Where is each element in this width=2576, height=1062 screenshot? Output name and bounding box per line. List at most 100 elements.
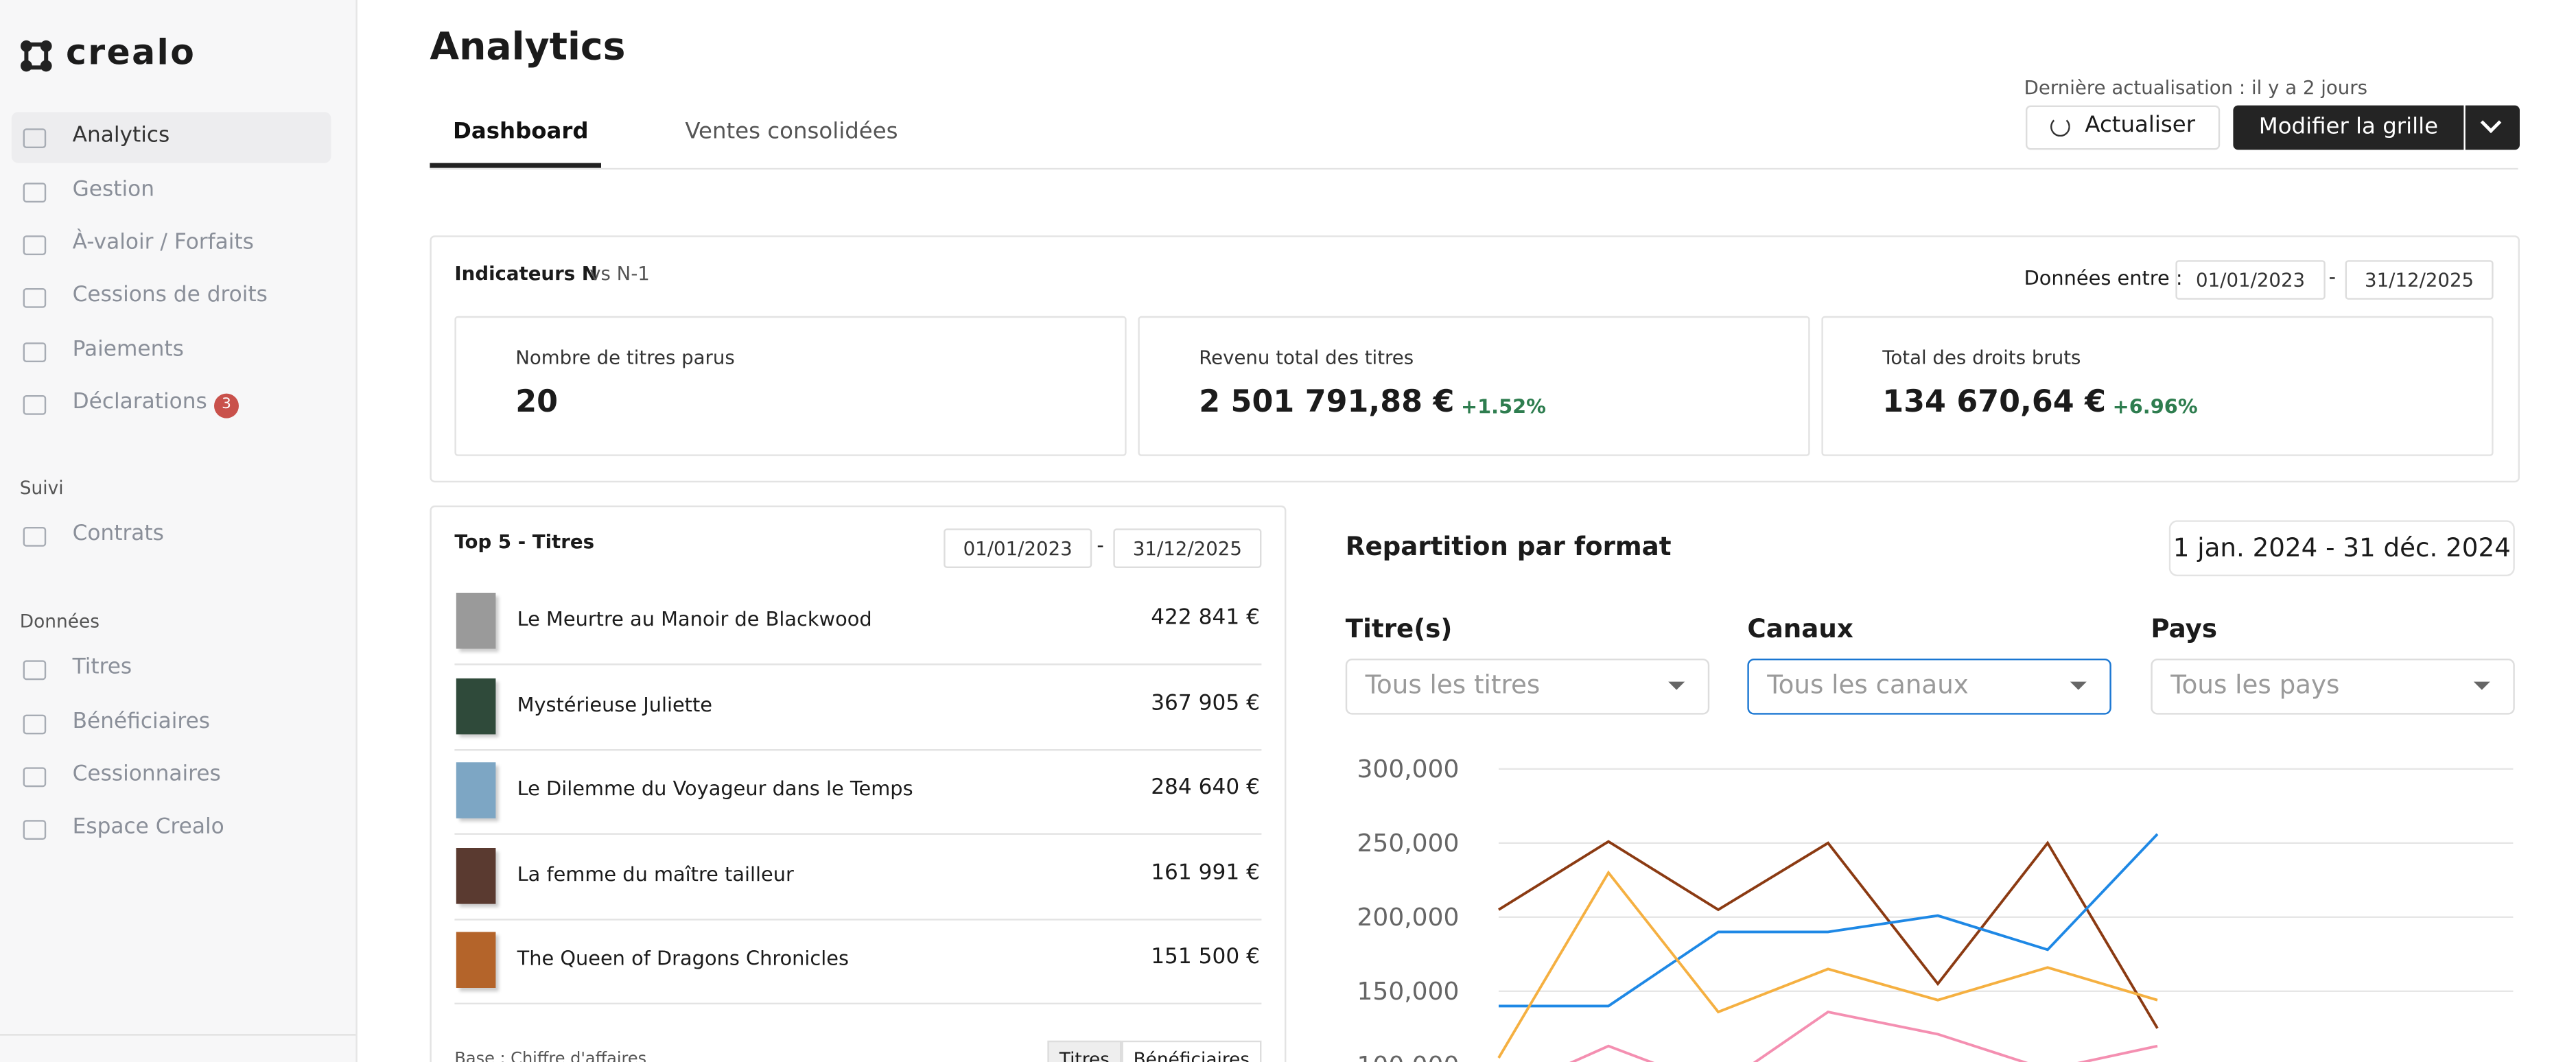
date-input[interactable]: 01/01/2023 [944, 528, 1092, 569]
kpi-label: Total des droits bruts [1882, 346, 2081, 369]
edit-btn[interactable]: Modifier la grille [2233, 105, 2464, 150]
title-amount: 367 905 € [1151, 690, 1261, 716]
refresh-btn[interactable] [2026, 105, 2221, 150]
filter-placeholder: Tous les canaux [1767, 670, 1969, 700]
page-title: Analytics [430, 26, 626, 69]
row-divider [454, 918, 1262, 920]
filter-select[interactable] [1345, 659, 1710, 715]
filter-placeholder: Tous les titres [1365, 670, 1541, 700]
filter-placeholder: Tous les pays [2170, 670, 2340, 700]
range-label: Données entre : [2024, 266, 2183, 290]
last-update: Dernière actualisation : il y a 2 jours [2024, 75, 2368, 99]
title-name[interactable]: Le Meurtre au Manoir de Blackwood [517, 607, 872, 631]
title-name[interactable]: Mystérieuse Juliette [517, 692, 712, 716]
nav-icon [23, 235, 47, 255]
row-divider [454, 748, 1262, 751]
y-tick-label: 100,000 [1357, 1052, 1460, 1062]
filter-label: Canaux [1747, 614, 1853, 644]
top5-footer: Base : Chiffre d'affaires [454, 1050, 647, 1062]
edit-dropdown[interactable] [2465, 105, 2520, 150]
period-picker[interactable]: 1 jan. 2024 - 31 déc. 2024 [2168, 520, 2515, 577]
toggle-btn[interactable]: Titres [1047, 1040, 1122, 1062]
filter-label: Titre(s) [1345, 614, 1453, 644]
y-tick-label: 150,000 [1357, 978, 1460, 1006]
kpi-card [1138, 316, 1810, 456]
nav-icon [23, 660, 47, 681]
refresh-label: Actualiser [2085, 112, 2196, 139]
title-name[interactable]: La femme du maître tailleur [517, 862, 794, 885]
nav-icon [23, 288, 47, 308]
title-amount: 422 841 € [1151, 606, 1261, 631]
kpi-change: +6.96% [2112, 395, 2198, 418]
kpi-value: 20 [515, 385, 559, 420]
nav-item[interactable]: Espace Crealo [72, 815, 224, 840]
title-amount: 151 500 € [1151, 945, 1261, 970]
nav-item[interactable]: À-valoir / Forfaits [72, 231, 254, 255]
title-amount: 284 640 € [1151, 775, 1261, 801]
sidebar [0, 0, 358, 1062]
nav-icon [23, 767, 47, 788]
date-input[interactable]: 31/12/2025 [2345, 260, 2494, 300]
caret [2473, 681, 2490, 690]
kpi-change: +1.52% [1460, 395, 1547, 418]
title-amount: 161 991 € [1151, 860, 1261, 885]
nav-item[interactable]: Cessionnaires [72, 762, 221, 788]
logo-icon [21, 40, 52, 72]
thumbnail [456, 762, 496, 818]
active-nav-bg [11, 112, 331, 163]
refresh-icon [2050, 117, 2070, 137]
thumbnail [456, 677, 496, 734]
kpi-card [454, 316, 1127, 456]
series-line [1497, 870, 2158, 1059]
chart-title: Repartition par format [1345, 532, 1672, 562]
tab[interactable]: Ventes consolidées [685, 118, 898, 145]
kpi-value: 2 501 791,88 € [1199, 385, 1455, 420]
title-name[interactable]: The Queen of Dragons Chronicles [517, 947, 850, 970]
nav-item[interactable]: Analytics [72, 123, 170, 149]
indicators-title: Indicateurs N [454, 261, 598, 285]
series-line [1497, 840, 2159, 1029]
thumbnail [456, 932, 496, 988]
toggle-btn[interactable]: Bénéficiaires [1121, 1040, 1262, 1062]
nav-badge: 3 [214, 393, 239, 418]
series-line [1499, 833, 2159, 1008]
caret [1668, 681, 1685, 690]
date-input[interactable]: 01/01/2023 [2175, 260, 2326, 300]
date-sep: - [1097, 533, 1104, 557]
indicators-subtitle: vs N-1 [589, 261, 650, 285]
top5-panel [430, 505, 1287, 1062]
nav-item[interactable]: Déclarations [72, 390, 207, 415]
thumbnail [456, 847, 496, 904]
nav-item[interactable]: Bénéficiaires [72, 709, 211, 735]
title-name[interactable]: Le Dilemme du Voyageur dans le Temps [517, 777, 913, 801]
section-title: Suivi [19, 477, 64, 499]
nav-icon [23, 342, 47, 362]
y-tick-label: 200,000 [1357, 904, 1460, 932]
nav-item[interactable]: Cessions de droits [72, 283, 268, 308]
brand: crealo [66, 33, 196, 73]
kpi-label: Nombre de titres parus [515, 346, 735, 369]
date-input[interactable]: 31/12/2025 [1113, 528, 1262, 569]
top5-title: Top 5 - Titres [454, 530, 595, 554]
nav-icon [23, 128, 47, 149]
nav-item[interactable]: Titres [72, 655, 132, 681]
nav-item[interactable]: Paiements [72, 338, 184, 362]
row-divider [454, 833, 1262, 835]
filter-select[interactable] [2151, 659, 2515, 715]
sidebar-divider [0, 1034, 356, 1036]
tab[interactable]: Dashboard [453, 118, 589, 145]
tab-underline [430, 163, 602, 168]
section-title: Données [19, 611, 100, 633]
caret [2070, 681, 2087, 690]
row-divider [454, 1002, 1262, 1004]
nav-item[interactable]: Contrats [72, 521, 164, 547]
nav-item[interactable]: Gestion [72, 178, 155, 203]
date-sep: - [2328, 265, 2337, 289]
nav-icon [23, 527, 47, 547]
nav-icon [23, 714, 47, 735]
filter-select[interactable] [1747, 659, 2111, 715]
series-line [1569, 1010, 2158, 1062]
y-tick-label: 250,000 [1357, 829, 1460, 858]
